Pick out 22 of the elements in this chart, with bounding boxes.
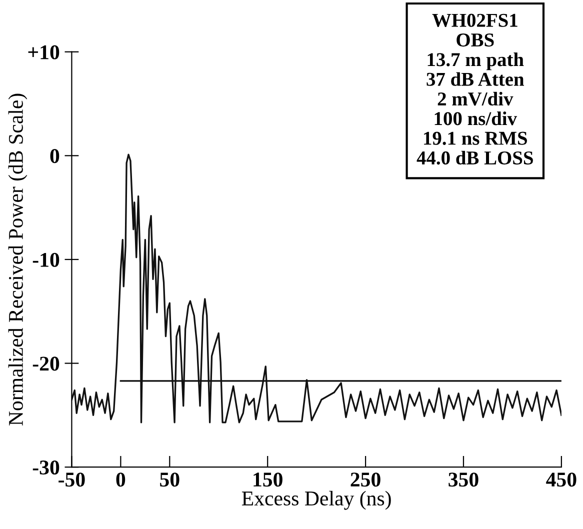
y-tick-label: -20 [32,356,60,371]
annotation: 44.0 dB LOSS [416,150,533,165]
x-tick-label: 450 [546,472,576,487]
annotation: 100 ns/div [434,112,518,126]
y-tick-label: +10 [28,45,60,60]
annotation: 2 mV/div [438,92,514,106]
x-tick-label: 50 [160,472,180,487]
annotation: 13.7 m path [428,52,524,70]
x-tick-label: 0 [116,472,126,487]
x-tick-label: 250 [350,472,380,487]
annotation: 19.1 ns RMS [424,132,527,145]
text: WH02FS1 [432,14,518,28]
y-tick-label: -10 [32,252,60,267]
x-tick-label: 150 [254,472,282,487]
text: OBS [456,34,494,47]
x-tick-label: 350 [448,472,478,487]
y-tick-label: 0 [50,149,60,164]
annotation: 37 dB Atten [426,72,524,86]
x-tick-label: -50 [58,472,85,487]
x-axis-title: Excess Delay (ns) [242,490,391,510]
y-axis-title: Normalized Received Power (dB Scale) [8,94,28,426]
y-tick-label: -30 [32,460,60,475]
